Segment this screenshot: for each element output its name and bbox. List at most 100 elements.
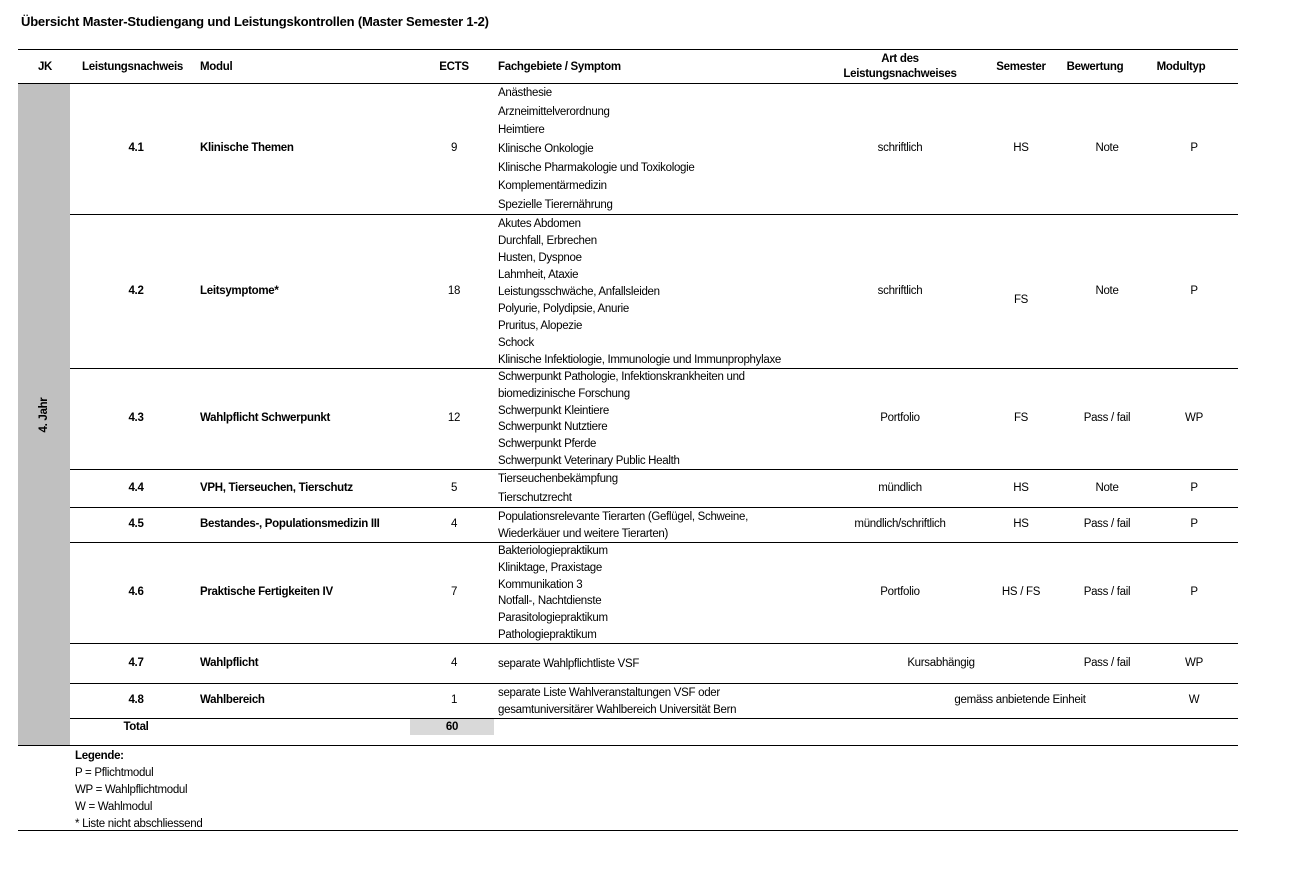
ects-value: 4 <box>450 656 458 669</box>
row-divider <box>70 368 1238 369</box>
semester-value: FS <box>1013 412 1029 424</box>
fachgebiet-item: separate Wahlpflichtliste VSF <box>498 657 640 670</box>
semester-value: HS <box>1013 518 1029 530</box>
leistungsnachweis-number: 4.7 <box>128 656 144 669</box>
legend-item: P = Pflichtmodul <box>75 767 154 779</box>
fachgebiete-list: Tierseuchenbekämpfung Tierschutzrecht <box>498 470 618 507</box>
fachgebiete-list: Populationsrelevante Tierarten (Geflügel… <box>498 508 748 542</box>
fachgebiet-item: gesamtuniversitärer Wahlbereich Universi… <box>498 703 737 716</box>
header-art-line2: Leistungsnachweises <box>843 68 957 80</box>
modul-name: Wahlpflicht Schwerpunkt <box>200 412 331 424</box>
table-top-border <box>18 49 1238 50</box>
fachgebiet-item: Spezielle Tierernährung <box>498 198 613 211</box>
modul-name: Praktische Fertigkeiten IV <box>200 586 333 598</box>
ects-value: 9 <box>450 142 458 154</box>
header-art-line1: Art des <box>881 53 919 65</box>
row-divider <box>70 542 1238 543</box>
leistungsnachweis-number: 4.4 <box>128 481 144 494</box>
header-semester: Semester <box>996 61 1046 73</box>
fachgebiet-item: Schwerpunkt Pferde <box>498 437 597 450</box>
fachgebiet-item: Parasitologiepraktikum <box>498 611 608 624</box>
modultyp-value: WP <box>1185 412 1203 424</box>
fachgebiet-item: Husten, Dyspnoe <box>498 251 582 264</box>
row-divider <box>70 469 1238 470</box>
row-divider <box>70 718 1238 719</box>
header-art: Art des Leistungsnachweises <box>830 52 970 82</box>
fachgebiet-item: Bakteriologiepraktikum <box>498 545 608 558</box>
art-des-leistungsnachweises: Portfolio <box>880 586 920 598</box>
bewertung-value: Note <box>1095 284 1119 297</box>
modul-name: Wahlbereich <box>200 694 265 706</box>
fachgebiet-item: Heimtiere <box>498 124 545 137</box>
modultyp-value: W <box>1188 694 1200 706</box>
fachgebiete-list: Schwerpunkt Pathologie, Infektionskrankh… <box>498 369 745 469</box>
fachgebiet-item: Schwerpunkt Pathologie, Infektionskrankh… <box>498 371 745 384</box>
art-des-leistungsnachweises: schriftlich <box>877 284 923 297</box>
art-des-leistungsnachweises: gemäss anbietende Einheit <box>954 694 1086 706</box>
ects-value: 5 <box>450 481 458 494</box>
fachgebiet-item: Arzneimittelverordnung <box>498 105 610 118</box>
fachgebiete-list: separate Wahlpflichtliste VSF <box>498 644 639 683</box>
table-bottom-border <box>18 745 1238 746</box>
bewertung-value: Note <box>1095 142 1119 154</box>
ects-value: 18 <box>447 284 461 297</box>
semester-value: FS <box>1013 293 1029 306</box>
header-jk: JK <box>37 61 53 73</box>
fachgebiet-item: Polyurie, Polydipsie, Anurie <box>498 302 629 315</box>
fachgebiet-item: separate Liste Wahlveranstaltungen VSF o… <box>498 686 720 699</box>
fachgebiet-item: Pathologiepraktikum <box>498 628 597 641</box>
semester-value: HS <box>1013 481 1029 494</box>
legend-title: Legende: <box>75 750 124 762</box>
modul-name: VPH, Tierseuchen, Tierschutz <box>200 481 353 494</box>
fachgebiet-item: biomedizinische Forschung <box>498 387 630 400</box>
art-des-leistungsnachweises: schriftlich <box>877 142 923 154</box>
legend-item: W = Wahlmodul <box>75 801 153 813</box>
fachgebiet-item: Anästhesie <box>498 87 552 100</box>
leistungsnachweis-number: 4.6 <box>128 586 144 598</box>
leistungsnachweis-number: 4.8 <box>128 694 144 706</box>
bewertung-value: Pass / fail <box>1083 412 1131 424</box>
leistungsnachweis-number: 4.5 <box>128 518 144 530</box>
modultyp-value: P <box>1190 586 1198 598</box>
total-ects: 60 <box>410 719 494 735</box>
legend-item: * Liste nicht abschliessend <box>75 818 203 830</box>
leistungsnachweis-number: 4.2 <box>128 284 144 297</box>
row-divider <box>70 643 1238 644</box>
bewertung-value: Pass / fail <box>1083 586 1131 598</box>
bewertung-value: Note <box>1095 481 1119 494</box>
ects-value: 12 <box>447 412 461 424</box>
fachgebiet-item: Schwerpunkt Veterinary Public Health <box>498 454 680 467</box>
row-divider <box>70 507 1238 508</box>
modul-name: Klinische Themen <box>200 142 294 154</box>
fachgebiet-item: Lahmheit, Ataxie <box>498 268 579 281</box>
art-des-leistungsnachweises: mündlich <box>878 481 922 494</box>
row-divider <box>70 214 1238 215</box>
header-bewertung: Bewertung <box>1066 61 1124 73</box>
bewertung-value: Pass / fail <box>1083 656 1131 669</box>
header-modul: Modul <box>200 61 233 73</box>
leistungsnachweis-number: 4.3 <box>128 412 144 424</box>
header-ects: ECTS <box>439 61 469 73</box>
modul-name: Bestandes-, Populationsmedizin III <box>200 518 380 530</box>
modul-name: Wahlpflicht <box>200 656 259 669</box>
fachgebiete-list: Anästhesie Arzneimittelverordnung Heimtier… <box>498 84 695 214</box>
fachgebiet-item: Tierschutzrecht <box>498 491 572 504</box>
legend: Legende: P = Pflichtmodul WP = Wahlpflic… <box>75 748 203 833</box>
bewertung-value: Pass / fail <box>1083 518 1131 530</box>
semester-value: HS / FS <box>1001 586 1041 598</box>
fachgebiet-item: Kliniktage, Praxistage <box>498 561 602 574</box>
fachgebiet-item: Klinische Onkologie <box>498 142 594 155</box>
modultyp-value: P <box>1190 142 1198 154</box>
art-des-leistungsnachweises: Kursabhängig <box>907 656 975 669</box>
header-bottom-border <box>18 83 1238 84</box>
year-label: 4. Jahr <box>38 397 50 433</box>
fachgebiet-item: Wiederkäuer und weitere Tierarten) <box>498 527 669 540</box>
modultyp-value: P <box>1190 481 1198 494</box>
fachgebiet-item: Schwerpunkt Nutztiere <box>498 421 608 434</box>
year-band <box>18 84 70 745</box>
fachgebiet-item: Komplementärmedizin <box>498 180 607 193</box>
ects-value: 4 <box>450 518 458 530</box>
modultyp-value: P <box>1190 518 1198 530</box>
fachgebiet-item: Pruritus, Alopezie <box>498 319 583 332</box>
legend-bottom-border <box>18 830 1238 831</box>
